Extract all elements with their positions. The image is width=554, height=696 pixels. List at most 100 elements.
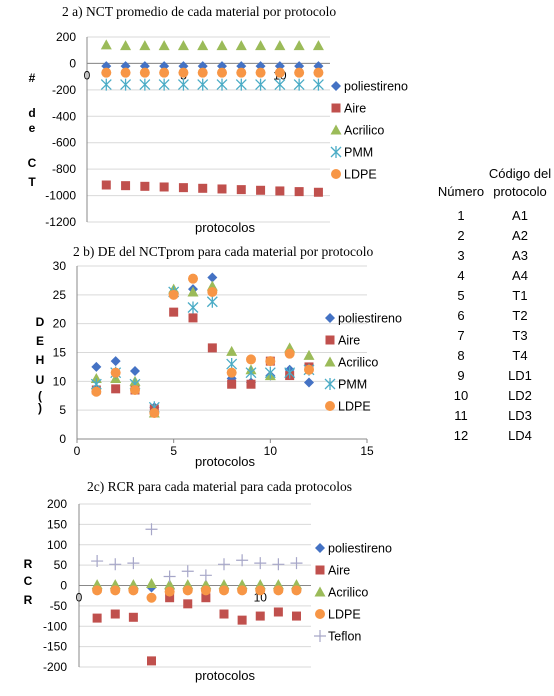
protocol-number: 7 <box>457 327 465 343</box>
data-point <box>284 366 296 379</box>
x-tick-label: 0 <box>74 444 81 458</box>
x-tick-label: 0 <box>76 591 83 605</box>
x-tick-label: 10 <box>264 444 278 458</box>
data-point <box>219 609 229 619</box>
y-axis-label-char: H <box>36 353 45 367</box>
data-point <box>254 557 267 570</box>
y-tick-label: -1200 <box>45 215 76 229</box>
data-point <box>246 379 256 389</box>
data-point <box>188 273 198 284</box>
data-point <box>236 67 247 78</box>
data-point <box>273 607 283 617</box>
y-tick-label: 150 <box>47 517 67 531</box>
data-point <box>198 183 208 193</box>
data-point <box>165 593 175 603</box>
chart-panel-1: 2 b) DE del NCTprom para cada material p… <box>36 244 402 469</box>
data-point <box>140 181 150 191</box>
legend-marker <box>315 609 325 619</box>
y-tick-label: -100 <box>43 619 67 633</box>
data-point <box>303 349 315 360</box>
data-point <box>91 361 102 372</box>
protocol-table-body: 1 A1 2 A2 3 A3 4 A4 5 T1 6 T2 7 T3 8 T4 9 LD1 10 LD2 11 LD3 12… <box>436 205 554 445</box>
data-point <box>274 78 286 91</box>
data-point <box>164 579 176 590</box>
y-tick-label: -200 <box>43 660 67 674</box>
data-point <box>275 186 285 196</box>
data-point <box>92 585 103 596</box>
data-point <box>110 356 121 367</box>
data-point <box>291 585 302 596</box>
y-axis-label-char: C <box>28 156 37 170</box>
protocol-number: 6 <box>457 307 465 323</box>
data-point <box>187 301 199 314</box>
data-point <box>139 67 150 78</box>
data-point <box>236 554 249 567</box>
data-point <box>101 67 112 78</box>
protocol-table-header: Número Código del protocolo <box>436 165 554 205</box>
data-point <box>181 565 194 578</box>
data-point <box>226 345 238 356</box>
table-row: 12 LD4 <box>436 425 554 445</box>
table-row: 4 A4 <box>436 265 554 285</box>
legend-label: poliestireno <box>328 542 392 556</box>
series-pmm <box>100 78 324 91</box>
protocol-code: T4 <box>512 347 528 363</box>
data-point <box>183 599 193 609</box>
data-point <box>217 184 227 194</box>
series-ldpe <box>92 585 302 603</box>
y-tick-label: 0 <box>59 432 66 446</box>
y-axis-label-char: U <box>36 373 45 387</box>
legend-label: Aire <box>328 564 350 578</box>
protocol-code: LD4 <box>508 427 532 443</box>
x-axis-label: protocolos <box>195 220 255 235</box>
data-point <box>294 67 305 78</box>
x-axis-label: protocolos <box>195 454 255 469</box>
y-tick-label: 5 <box>59 403 66 417</box>
legend-label: LDPE <box>344 168 377 182</box>
data-point <box>227 379 237 389</box>
y-axis-label-char: # <box>29 71 36 85</box>
y-axis-label-char: ( <box>38 389 42 403</box>
y-tick-label: -200 <box>52 83 76 97</box>
series-aire <box>101 180 323 197</box>
y-axis-label-char: R <box>24 557 33 571</box>
y-tick-label: 50 <box>54 558 68 572</box>
y-axis-label-char: C <box>24 574 33 588</box>
y-axis-label-char: R <box>24 593 33 607</box>
data-point <box>128 585 139 596</box>
y-tick-label: -150 <box>43 640 67 654</box>
y-tick-label: 100 <box>47 538 67 552</box>
data-point <box>128 612 138 622</box>
legend-marker <box>330 124 342 135</box>
data-point <box>255 611 265 621</box>
protocol-code: A4 <box>512 267 528 283</box>
data-point <box>226 367 237 378</box>
data-point <box>290 557 303 570</box>
series-poliestireno <box>92 582 302 595</box>
data-point <box>159 182 169 192</box>
data-point <box>255 67 266 78</box>
x-tick-label: 15 <box>360 444 374 458</box>
data-point <box>177 40 189 51</box>
data-point <box>187 286 199 297</box>
data-point <box>217 67 227 78</box>
data-point <box>163 570 176 583</box>
data-point <box>139 40 151 51</box>
series-aire <box>92 593 301 666</box>
protocol-code: LD1 <box>508 367 532 383</box>
legend-marker <box>330 146 342 158</box>
protocol-number: 8 <box>457 347 465 363</box>
legend-label: Acrilico <box>338 356 378 370</box>
chart-title: 2 a) NCT promedio de cada material por p… <box>62 4 336 19</box>
protocol-table: Número Código del protocolo 1 A1 2 A2 3 A3 4 A4… <box>436 165 554 445</box>
x-axis-label: protocolos <box>195 668 255 683</box>
data-point <box>216 78 228 91</box>
x-tick-label: 5 <box>170 444 177 458</box>
data-point <box>139 78 151 91</box>
legend-marker <box>314 630 326 642</box>
data-point <box>207 343 217 353</box>
data-point <box>164 586 175 597</box>
protocol-number: 9 <box>457 367 465 383</box>
chart-panel-2: 2c) RCR para cada material para cada pro… <box>24 479 392 683</box>
protocol-number: 4 <box>457 267 465 283</box>
